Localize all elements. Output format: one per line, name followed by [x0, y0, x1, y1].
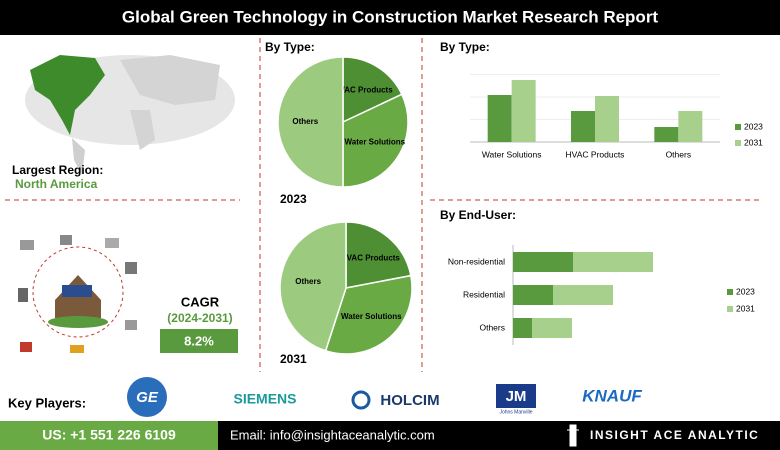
- chart-title: By End-User:: [440, 208, 516, 222]
- bar: [571, 111, 595, 142]
- chart-title: By Type:: [265, 40, 315, 54]
- header-bar: [0, 0, 780, 35]
- bar: [595, 96, 619, 142]
- pie-slice: [345, 221, 412, 289]
- chart-caption: 2031: [280, 352, 307, 366]
- bar: [678, 111, 703, 142]
- slice-label: Others: [295, 277, 321, 286]
- brand-icon: [567, 424, 579, 447]
- y-tick-label: Non-residential: [448, 256, 505, 266]
- bar: [513, 285, 553, 305]
- slice-label: Water Solutions: [341, 312, 402, 321]
- bar: [553, 285, 613, 305]
- logo: JM: [506, 388, 527, 405]
- logo: SIEMENS: [233, 391, 296, 407]
- legend-swatch: [727, 289, 733, 295]
- world-map: [25, 55, 235, 175]
- logo: HOLCIM: [380, 392, 439, 409]
- logo: KNAUF: [582, 386, 642, 405]
- page-title: Global Green Technology in Construction …: [122, 7, 659, 26]
- y-tick-label: Others: [479, 322, 505, 332]
- bar: [487, 95, 512, 142]
- pie-slice: [324, 274, 413, 355]
- region-label: Largest Region:: [12, 163, 103, 177]
- email: Email: info@insightaceanalytic.com: [230, 427, 435, 442]
- brand: INSIGHT ACE ANALYTIC: [590, 428, 759, 442]
- region-value: North America: [15, 177, 98, 191]
- bar: [513, 252, 573, 272]
- slice-label: HVAC Products: [341, 254, 401, 263]
- pie-slice: [279, 221, 347, 352]
- pie-slice: [342, 93, 409, 188]
- bar: [513, 318, 532, 338]
- logo-badge: [127, 377, 167, 417]
- cagr-box: [160, 329, 238, 353]
- pie-slice: [277, 56, 344, 188]
- logo: GE: [136, 389, 159, 406]
- chart-title: By Type:: [440, 40, 490, 54]
- cagr-value: 8.2%: [184, 333, 214, 348]
- logo-subtext: Johns Manville: [499, 409, 532, 415]
- legend-swatch: [735, 140, 741, 146]
- x-tick-label: HVAC Products: [566, 149, 625, 159]
- footer-bar: [218, 421, 780, 450]
- phone-box: [0, 421, 218, 450]
- slice-label: Others: [292, 117, 318, 126]
- y-tick-label: Residential: [463, 289, 505, 299]
- logo-badge: [496, 384, 536, 408]
- bar: [511, 80, 536, 142]
- legend-label: 2023: [744, 121, 763, 131]
- legend-swatch: [735, 124, 741, 130]
- key-players-label: Key Players:: [8, 395, 86, 410]
- cagr-period: (2024-2031): [167, 311, 232, 325]
- legend-swatch: [727, 306, 733, 312]
- legend-label: 2031: [744, 137, 763, 147]
- cagr-label: CAGR: [181, 294, 220, 309]
- smart-home-illustration: [18, 235, 137, 353]
- pie-slice: [342, 56, 403, 124]
- slice-label: HVAC Products: [334, 85, 394, 94]
- phone: US: +1 551 226 6109: [42, 427, 176, 443]
- legend-label: 2023: [736, 286, 755, 296]
- x-tick-label: Water Solutions: [482, 149, 542, 159]
- bar: [654, 127, 679, 142]
- logo-badge: [351, 390, 371, 410]
- x-tick-label: Others: [666, 149, 692, 159]
- slice-label: Water Solutions: [345, 137, 406, 146]
- legend-label: 2031: [736, 303, 755, 313]
- bar: [573, 252, 653, 272]
- bar: [532, 318, 572, 338]
- chart-caption: 2023: [280, 192, 307, 206]
